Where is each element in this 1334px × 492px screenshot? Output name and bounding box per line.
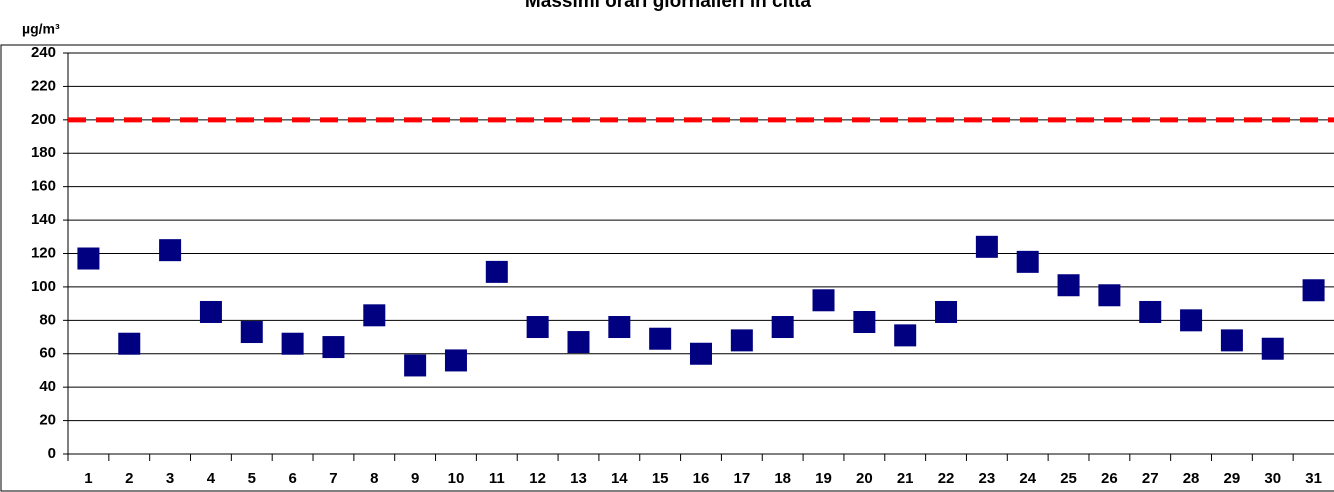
marker bbox=[322, 336, 345, 359]
y-tick-label: 140 bbox=[31, 211, 56, 228]
marker bbox=[1180, 309, 1203, 332]
marker bbox=[1302, 279, 1325, 302]
x-tick-label: 25 bbox=[1060, 470, 1077, 487]
marker bbox=[894, 324, 917, 347]
marker bbox=[1261, 337, 1284, 360]
x-tick-label: 5 bbox=[248, 470, 256, 487]
x-tick-label: 23 bbox=[979, 470, 996, 487]
x-tick-label: 19 bbox=[815, 470, 832, 487]
x-tick-label: 20 bbox=[856, 470, 873, 487]
marker bbox=[771, 316, 794, 339]
marker bbox=[1139, 300, 1162, 323]
x-tick-label: 6 bbox=[288, 470, 296, 487]
y-axis-unit: µg/m³ bbox=[22, 21, 60, 37]
marker bbox=[935, 300, 958, 323]
x-tick-label: 1 bbox=[84, 470, 92, 487]
x-tick-label: 4 bbox=[207, 470, 216, 487]
x-tick-label: 28 bbox=[1183, 470, 1200, 487]
y-tick-label: 0 bbox=[48, 445, 56, 462]
marker bbox=[608, 316, 631, 339]
marker bbox=[1220, 329, 1243, 352]
marker bbox=[281, 332, 304, 355]
frame bbox=[0, 44, 1334, 492]
y-tick-label: 120 bbox=[31, 244, 56, 261]
y-tick-label: 80 bbox=[39, 311, 56, 328]
marker bbox=[526, 316, 549, 339]
x-tick-label: 12 bbox=[529, 470, 546, 487]
marker bbox=[240, 321, 263, 344]
x-tick-label: 26 bbox=[1101, 470, 1118, 487]
y-tick-label: 20 bbox=[39, 412, 56, 429]
marker bbox=[404, 354, 427, 377]
x-tick-label: 21 bbox=[897, 470, 914, 487]
x-tick-label: 14 bbox=[611, 470, 628, 487]
marker bbox=[812, 289, 835, 312]
x-tick-label: 18 bbox=[774, 470, 791, 487]
x-tick-label: 8 bbox=[370, 470, 378, 487]
marker bbox=[77, 247, 100, 270]
x-tick-label: 10 bbox=[448, 470, 465, 487]
marker bbox=[567, 331, 590, 354]
marker bbox=[199, 300, 222, 323]
y-tick-label: 220 bbox=[31, 77, 56, 94]
marker bbox=[1016, 250, 1039, 273]
marker bbox=[159, 239, 182, 262]
marker bbox=[853, 311, 876, 334]
y-tick-label: 100 bbox=[31, 278, 56, 295]
x-tick-label: 11 bbox=[489, 470, 505, 487]
x-tick-label: 13 bbox=[570, 470, 587, 487]
chart-title: Massimi orari giornalieri in città bbox=[525, 0, 812, 12]
y-tick-label: 240 bbox=[31, 44, 56, 61]
marker bbox=[649, 327, 672, 350]
x-tick-label: 30 bbox=[1264, 470, 1281, 487]
x-tick-label: 7 bbox=[329, 470, 337, 487]
x-tick-label: 15 bbox=[652, 470, 669, 487]
x-tick-label: 9 bbox=[411, 470, 419, 487]
y-tick-label: 180 bbox=[31, 144, 56, 161]
x-tick-label: 27 bbox=[1142, 470, 1159, 487]
x-tick-label: 17 bbox=[733, 470, 750, 487]
x-tick-label: 29 bbox=[1224, 470, 1241, 487]
x-tick-label: 22 bbox=[938, 470, 955, 487]
y-tick-label: 160 bbox=[31, 178, 56, 195]
x-tick-label: 2 bbox=[125, 470, 133, 487]
marker bbox=[690, 342, 712, 365]
marker bbox=[485, 260, 508, 283]
x-tick-label: 3 bbox=[166, 470, 174, 487]
marker bbox=[118, 332, 141, 355]
marker bbox=[975, 235, 998, 258]
x-tick-label: 16 bbox=[693, 470, 710, 487]
y-tick-label: 40 bbox=[39, 378, 56, 395]
y-tick-label: 60 bbox=[39, 345, 56, 362]
x-tick-label: 24 bbox=[1019, 470, 1036, 487]
marker bbox=[1057, 274, 1080, 297]
marker bbox=[363, 304, 386, 327]
marker bbox=[1098, 284, 1121, 307]
x-tick-label: 31 bbox=[1305, 470, 1322, 487]
marker bbox=[444, 349, 467, 372]
y-tick-label: 200 bbox=[31, 111, 56, 128]
marker bbox=[730, 329, 753, 352]
